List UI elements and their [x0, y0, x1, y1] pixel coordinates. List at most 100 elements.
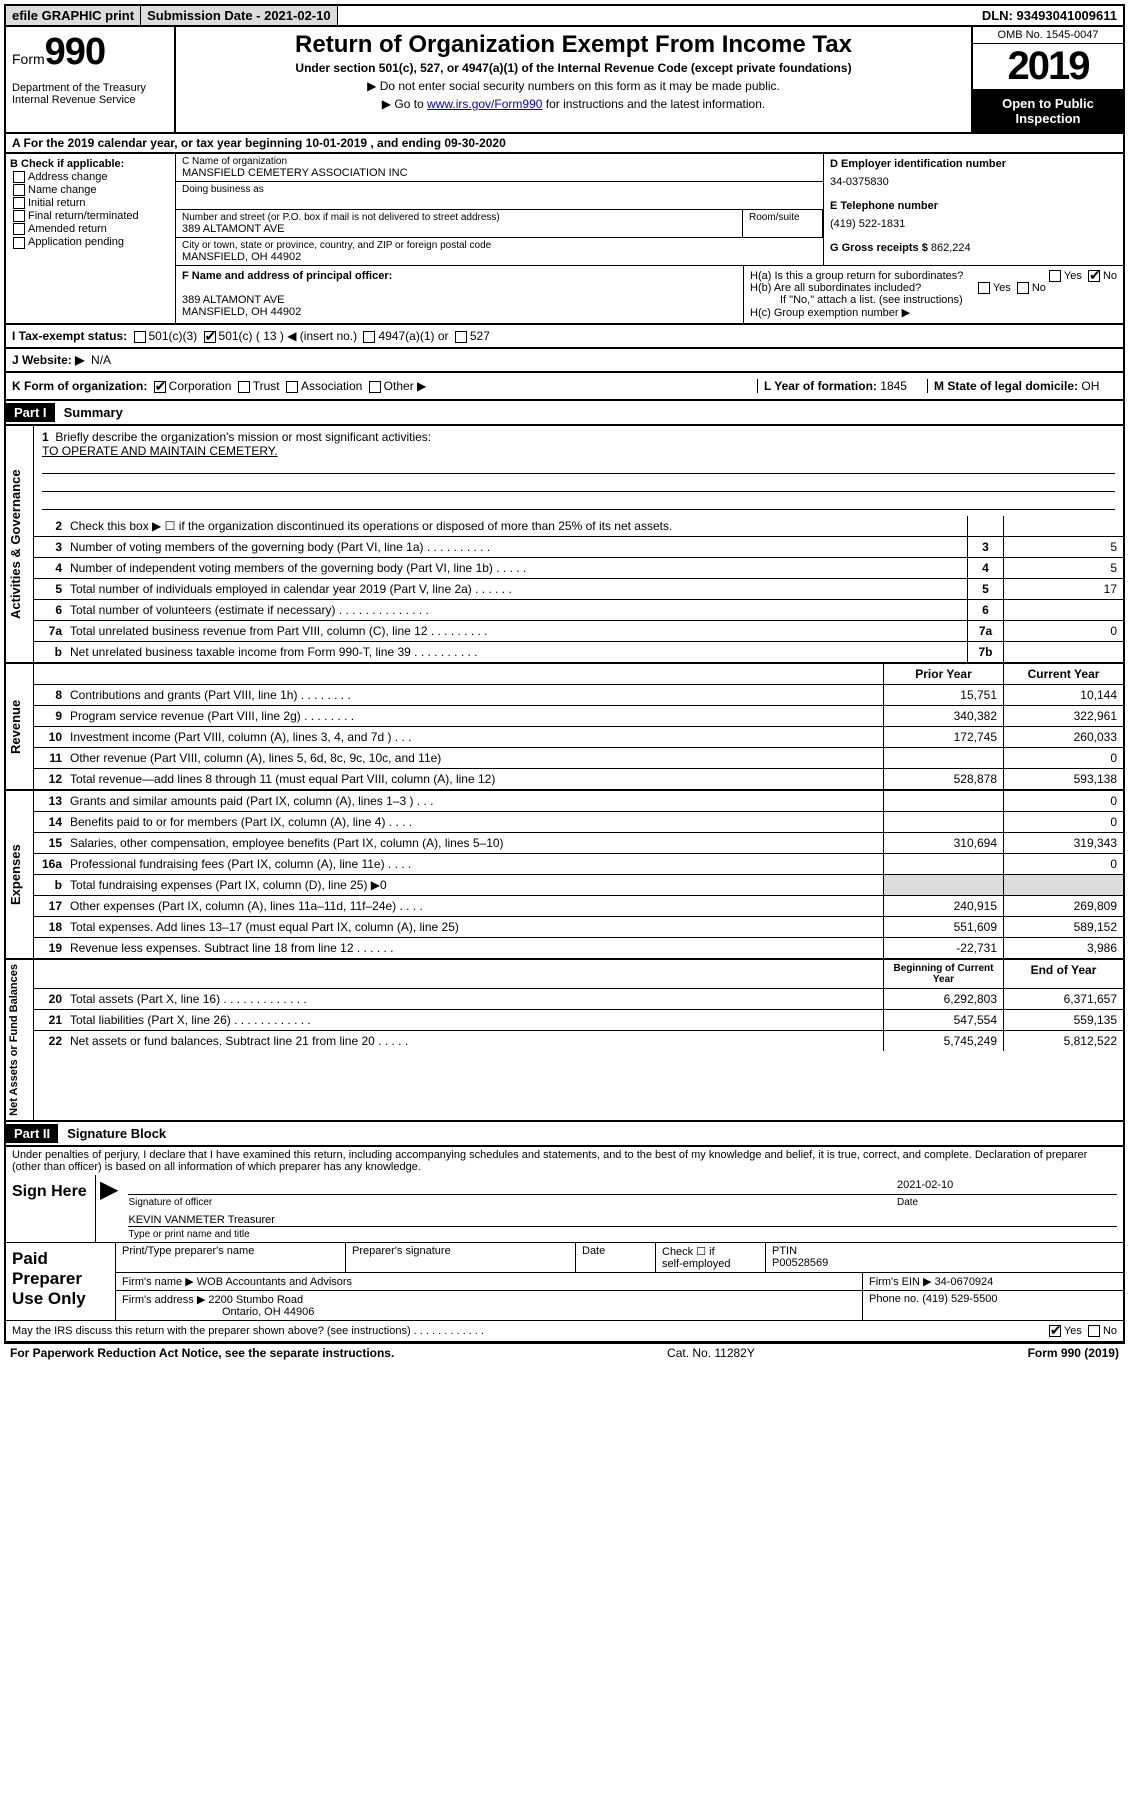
firm-addr1: 2200 Stumbo Road — [208, 1294, 303, 1306]
chk-initial[interactable]: Initial return — [10, 197, 171, 209]
chk-final[interactable]: Final return/terminated — [10, 210, 171, 222]
summary-line: 10Investment income (Part VIII, column (… — [34, 727, 1123, 748]
section-a: A For the 2019 calendar year, or tax yea… — [4, 134, 1125, 154]
street-label: Number and street (or P.O. box if mail i… — [182, 212, 736, 223]
discuss-question: May the IRS discuss this return with the… — [12, 1325, 1046, 1337]
phone: (419) 522-1831 — [830, 218, 1117, 230]
summary-line: 18Total expenses. Add lines 13–17 (must … — [34, 917, 1123, 938]
block-b: B Check if applicable: Address change Na… — [6, 154, 176, 323]
mission-text: TO OPERATE AND MAINTAIN CEMETERY. — [42, 444, 1115, 458]
org-name: MANSFIELD CEMETERY ASSOCIATION INC — [182, 167, 817, 179]
chk-name[interactable]: Name change — [10, 184, 171, 196]
footer-left: For Paperwork Reduction Act Notice, see … — [10, 1346, 394, 1360]
h-note: If "No," attach a list. (see instruction… — [750, 294, 1117, 306]
summary-line: 7aTotal unrelated business revenue from … — [34, 621, 1123, 642]
phone-label: E Telephone number — [830, 200, 1117, 212]
firm-phone-label: Phone no. — [869, 1293, 919, 1305]
mission-block: 1 Briefly describe the organization's mi… — [34, 426, 1123, 516]
part2-title: Signature Block — [61, 1126, 166, 1141]
officer-addr1: 389 ALTAMONT AVE — [182, 294, 737, 306]
chk-pending[interactable]: Application pending — [10, 236, 171, 248]
form-number: Form990 — [12, 31, 168, 74]
summary-line: 11Other revenue (Part VIII, column (A), … — [34, 748, 1123, 769]
summary-line: bTotal fundraising expenses (Part IX, co… — [34, 875, 1123, 896]
form-header: Form990 Department of the Treasury Inter… — [4, 27, 1125, 134]
block-i: I Tax-exempt status: 501(c)(3) 501(c) ( … — [4, 325, 1125, 349]
block-b-title: B Check if applicable: — [10, 158, 171, 170]
chk-other[interactable] — [369, 381, 381, 393]
prep-selfemp-b: self-employed — [662, 1258, 730, 1270]
h-b: H(b) Are all subordinates included? Yes … — [750, 282, 1117, 294]
summary-line: 20Total assets (Part X, line 16) . . . .… — [34, 989, 1123, 1010]
block-k: K Form of organization: Corporation Trus… — [4, 373, 1125, 401]
summary-line: 8Contributions and grants (Part VIII, li… — [34, 685, 1123, 706]
discuss-yes[interactable] — [1049, 1325, 1061, 1337]
efile-button[interactable]: efile GRAPHIC print — [6, 6, 141, 25]
discuss-no[interactable] — [1088, 1325, 1100, 1337]
domicile-label: M State of legal domicile: — [934, 379, 1078, 393]
sig-of-officer-label: Signature of officer — [128, 1197, 897, 1208]
prep-sig-head: Preparer's signature — [346, 1243, 576, 1272]
summary-line: 4Number of independent voting members of… — [34, 558, 1123, 579]
part1-title: Summary — [58, 405, 123, 420]
chk-trust[interactable] — [238, 381, 250, 393]
chk-assoc[interactable] — [286, 381, 298, 393]
vtab-governance: Activities & Governance — [6, 426, 34, 662]
firm-name-label: Firm's name ▶ — [122, 1276, 194, 1288]
part2-tag: Part II — [6, 1124, 58, 1143]
officer-addr2: MANSFIELD, OH 44902 — [182, 306, 737, 318]
chk-527[interactable] — [455, 331, 467, 343]
street: 389 ALTAMONT AVE — [182, 223, 736, 235]
year-formation-label: L Year of formation: — [764, 379, 877, 393]
chk-amended[interactable]: Amended return — [10, 223, 171, 235]
prep-date-head: Date — [576, 1243, 656, 1272]
prior-year-header: Prior Year — [883, 664, 1003, 684]
sign-date-label: Date — [897, 1197, 1117, 1208]
dln: DLN: 93493041009611 — [976, 6, 1123, 25]
footer-right: Form 990 (2019) — [1028, 1346, 1119, 1360]
firm-addr2: Ontario, OH 44906 — [122, 1306, 314, 1318]
form-org-label: K Form of organization: — [12, 379, 147, 393]
block-b-c-d: B Check if applicable: Address change Na… — [4, 154, 1125, 325]
h-c: H(c) Group exemption number ▶ — [750, 306, 1117, 319]
block-j: J Website: ▶ N/A — [4, 349, 1125, 373]
summary-line: 17Other expenses (Part IX, column (A), l… — [34, 896, 1123, 917]
summary-line: 14Benefits paid to or for members (Part … — [34, 812, 1123, 833]
page-footer: For Paperwork Reduction Act Notice, see … — [4, 1343, 1125, 1362]
chk-501c[interactable] — [204, 331, 216, 343]
form-subtitle: Under section 501(c), 527, or 4947(a)(1)… — [182, 61, 965, 75]
prep-selfemp-a: Check ☐ if — [662, 1246, 715, 1258]
summary-line: 15Salaries, other compensation, employee… — [34, 833, 1123, 854]
chk-501c3[interactable] — [134, 331, 146, 343]
goto-post: for instructions and the latest informat… — [542, 97, 765, 111]
dba-label: Doing business as — [182, 184, 817, 195]
gross: 862,224 — [931, 242, 971, 254]
ein: 34-0375830 — [830, 176, 1117, 188]
form-word: Form — [12, 51, 45, 67]
summary-line: bNet unrelated business taxable income f… — [34, 642, 1123, 662]
vtab-expenses: Expenses — [6, 791, 34, 958]
room-label: Room/suite — [749, 212, 816, 223]
sign-date: 2021-02-10 — [897, 1179, 953, 1191]
department: Department of the Treasury Internal Reve… — [12, 82, 168, 106]
tax-year: 2019 — [973, 44, 1123, 90]
vtab-net: Net Assets or Fund Balances — [6, 960, 34, 1120]
sign-arrow-icon: ▶ — [96, 1175, 122, 1242]
sign-here-label: Sign Here — [6, 1175, 96, 1242]
instruction-line-1: ▶ Do not enter social security numbers o… — [182, 79, 965, 93]
ein-label: D Employer identification number — [830, 158, 1117, 170]
chk-addr[interactable]: Address change — [10, 171, 171, 183]
chk-corp[interactable] — [154, 381, 166, 393]
gross-label: G Gross receipts $ — [830, 242, 928, 254]
mission-num: 1 — [42, 430, 49, 444]
name-label: C Name of organization — [182, 156, 817, 167]
summary-line: 22Net assets or fund balances. Subtract … — [34, 1031, 1123, 1051]
summary-line: 16aProfessional fundraising fees (Part I… — [34, 854, 1123, 875]
chk-4947[interactable] — [363, 331, 375, 343]
signature-block: Sign Here ▶ Signature of officer 2021-02… — [4, 1175, 1125, 1343]
summary-line: 21Total liabilities (Part X, line 26) . … — [34, 1010, 1123, 1031]
irs-link[interactable]: www.irs.gov/Form990 — [427, 97, 542, 111]
summary-line: 6Total number of volunteers (estimate if… — [34, 600, 1123, 621]
summary-line: 12Total revenue—add lines 8 through 11 (… — [34, 769, 1123, 789]
top-bar: efile GRAPHIC print Submission Date - 20… — [4, 4, 1125, 27]
